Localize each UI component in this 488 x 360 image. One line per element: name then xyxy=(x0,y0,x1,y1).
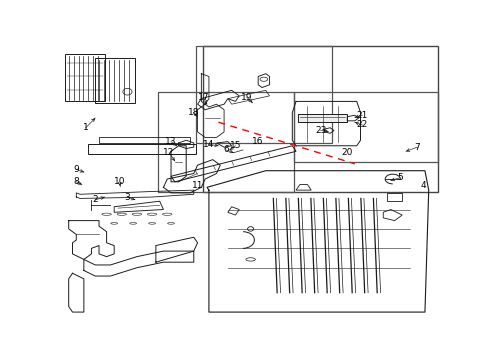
Text: 19: 19 xyxy=(241,93,252,102)
Text: 2: 2 xyxy=(92,195,98,204)
Text: 3: 3 xyxy=(124,193,130,202)
Text: 1: 1 xyxy=(82,123,88,132)
Bar xyxy=(203,46,437,192)
Polygon shape xyxy=(297,114,346,122)
Text: 4: 4 xyxy=(419,181,425,190)
Text: 22: 22 xyxy=(356,121,367,130)
Text: 11: 11 xyxy=(191,181,203,190)
Text: 8: 8 xyxy=(73,177,79,186)
Text: 23: 23 xyxy=(314,126,326,135)
Text: 5: 5 xyxy=(397,173,403,182)
Text: 12: 12 xyxy=(163,148,175,157)
Text: 7: 7 xyxy=(414,143,419,152)
Bar xyxy=(294,92,437,162)
Text: 16: 16 xyxy=(252,137,264,146)
Text: 13: 13 xyxy=(165,137,177,146)
Text: 17: 17 xyxy=(197,93,208,102)
Text: 20: 20 xyxy=(341,148,352,157)
Text: 15: 15 xyxy=(229,141,241,150)
Text: 10: 10 xyxy=(114,177,125,186)
Bar xyxy=(195,46,331,143)
Text: 6: 6 xyxy=(223,145,228,154)
Text: 18: 18 xyxy=(187,108,199,117)
Bar xyxy=(158,92,294,192)
Text: 9: 9 xyxy=(73,165,79,174)
Text: 14: 14 xyxy=(203,140,214,149)
Text: 21: 21 xyxy=(356,111,367,120)
